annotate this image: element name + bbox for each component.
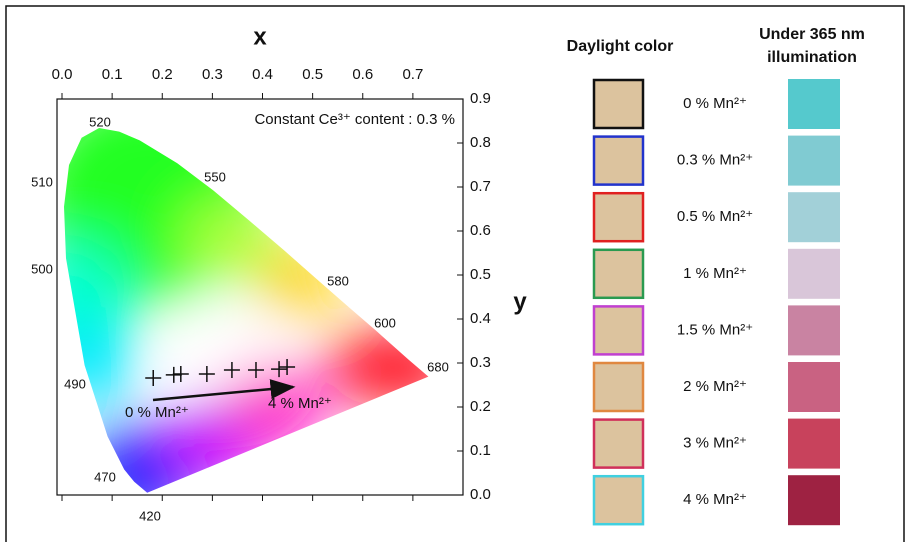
column-header: illumination [767,49,857,66]
data-point [145,369,162,386]
wavelength-label: 550 [204,169,226,184]
sample-label: 1 % Mn²⁺ [683,265,747,282]
column-header: Under 365 nm [759,26,865,43]
x-tick-label: 0.2 [152,66,173,83]
arrow-label: 0 % Mn²⁺ [125,404,189,421]
x-axis-label: x [253,23,267,50]
frame [5,5,905,542]
cie-gamut [64,128,429,493]
wavelength-label: 680 [427,359,449,374]
daylight-swatch [592,418,645,469]
y-tick-label: 0.2 [470,398,491,415]
y-tick-label: 0.9 [470,90,491,107]
wavelength-label: 580 [327,273,349,288]
sample-label: 0.3 % Mn²⁺ [677,152,753,169]
wavelength-label: 500 [31,261,53,276]
y-tick-label: 0.5 [470,266,491,283]
y-tick-label: 0.3 [470,354,491,371]
y-axis-label: y [513,288,527,315]
daylight-swatch [592,191,645,243]
gamut-blob [172,305,263,386]
daylight-swatch [592,78,645,130]
daylight-swatch [592,474,645,526]
x-tick-label: 0.1 [102,66,123,83]
arrow [152,379,296,402]
y-tick-label: 0.0 [470,486,491,503]
y-tick-label: 0.7 [470,178,491,195]
wavelength-label: 600 [374,315,396,330]
arrow-label: 4 % Mn²⁺ [268,395,332,412]
column-header: Daylight color [567,38,674,55]
gamut-blob [64,323,138,403]
data-point [271,361,288,378]
wavelength-label: 520 [89,114,111,129]
gamut-blob [182,199,283,280]
uv-swatch [788,305,840,356]
wavelength-label: 490 [64,376,86,391]
y-tick-label: 0.4 [470,310,491,327]
uv-swatch [788,475,840,526]
y-tick-label: 0.6 [470,222,491,239]
x-tick-label: 0.3 [202,66,223,83]
data-point [198,366,215,382]
sample-label: 4 % Mn²⁺ [683,491,747,508]
data-point [279,358,296,375]
uv-swatch [788,79,840,129]
daylight-swatch [592,305,645,356]
plot-frame [56,98,464,496]
sample-label: 0 % Mn²⁺ [683,95,747,112]
daylight-swatch [592,361,645,413]
uv-swatch [788,135,840,186]
data-point [165,366,182,383]
daylight-swatch [592,135,645,186]
x-tick-label: 0.7 [402,66,423,83]
uv-swatch [788,418,840,469]
uv-swatch [788,248,840,299]
x-tick-label: 0.0 [52,66,73,83]
data-point [247,362,264,379]
uv-swatch [788,362,840,412]
sample-label: 2 % Mn²⁺ [683,378,747,395]
sample-label: 3 % Mn²⁺ [683,435,747,452]
x-tick-label: 0.4 [252,66,273,83]
sample-label: 0.5 % Mn²⁺ [677,208,753,225]
data-point [172,366,189,382]
wavelength-label: 420 [139,508,161,523]
x-tick-label: 0.6 [352,66,373,83]
wavelength-label: 470 [94,469,116,484]
gamut-blob [222,367,323,447]
annotation: Constant Ce³⁺ content : 0.3 % [254,111,455,128]
y-tick-label: 0.8 [470,134,491,151]
x-tick-label: 0.5 [302,66,323,83]
wavelength-label: 510 [31,174,53,189]
sample-label: 1.5 % Mn²⁺ [677,321,753,338]
y-tick-label: 0.1 [470,442,491,459]
data-point [223,362,240,379]
daylight-swatch [592,248,645,300]
uv-swatch [788,192,840,243]
